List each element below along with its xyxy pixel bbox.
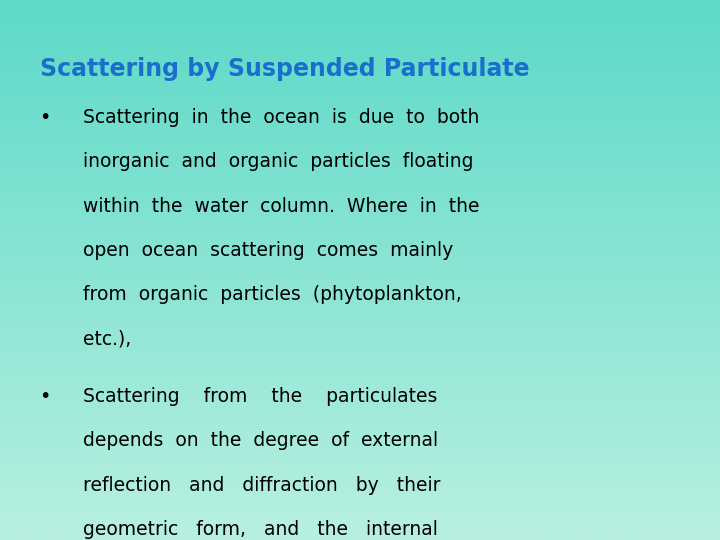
Text: Scattering  in  the  ocean  is  due  to  both: Scattering in the ocean is due to both — [83, 108, 480, 127]
Text: inorganic  and  organic  particles  floating: inorganic and organic particles floating — [83, 152, 473, 171]
Text: geometric   form,   and   the   internal: geometric form, and the internal — [83, 520, 438, 539]
Text: •: • — [40, 387, 51, 406]
Text: reflection   and   diffraction   by   their: reflection and diffraction by their — [83, 476, 441, 495]
Text: from  organic  particles  (phytoplankton,: from organic particles (phytoplankton, — [83, 285, 462, 304]
Text: depends  on  the  degree  of  external: depends on the degree of external — [83, 431, 438, 450]
Text: •: • — [40, 108, 51, 127]
Text: open  ocean  scattering  comes  mainly: open ocean scattering comes mainly — [83, 241, 453, 260]
Text: etc.),: etc.), — [83, 329, 131, 348]
Text: within  the  water  column.  Where  in  the: within the water column. Where in the — [83, 197, 480, 215]
Text: Scattering    from    the    particulates: Scattering from the particulates — [83, 387, 437, 406]
Text: Scattering by Suspended Particulate: Scattering by Suspended Particulate — [40, 57, 529, 80]
